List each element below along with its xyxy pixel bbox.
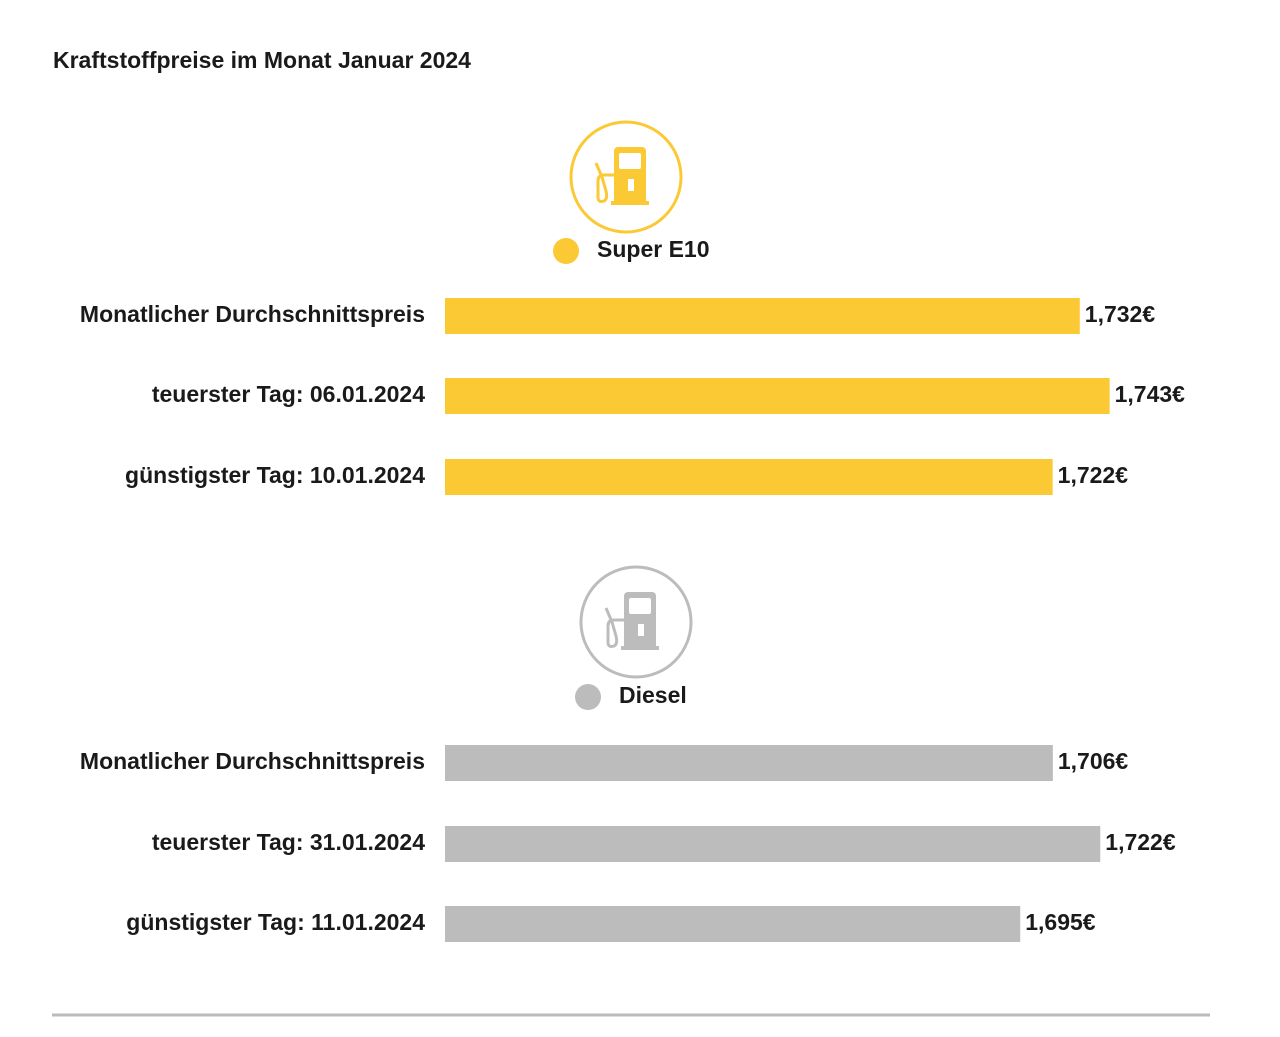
fuel-icon: [579, 565, 693, 679]
icon-slot: [628, 179, 634, 191]
value-label: 1,743€: [1115, 381, 1186, 407]
legend-swatch: [575, 684, 601, 710]
value-label: 1,695€: [1025, 909, 1096, 935]
icon-hose: [594, 162, 614, 203]
icon-hose: [604, 607, 624, 648]
icon-base: [611, 201, 649, 205]
bar: [445, 378, 1110, 414]
category-label: günstigster Tag: 11.01.2024: [126, 909, 425, 935]
icon-window: [629, 598, 651, 614]
legend-label: Diesel: [619, 682, 687, 708]
category-label: teuerster Tag: 31.01.2024: [152, 829, 425, 855]
category-label: günstigster Tag: 10.01.2024: [125, 462, 425, 488]
icon-ring: [579, 565, 693, 679]
legend-label: Super E10: [597, 236, 710, 262]
value-label: 1,732€: [1085, 301, 1156, 327]
icon-slot: [638, 624, 644, 636]
bar: [445, 826, 1101, 862]
value-label: 1,722€: [1105, 829, 1176, 855]
value-label: 1,722€: [1058, 462, 1129, 488]
page-title: Kraftstoffpreise im Monat Januar 2024: [53, 47, 471, 73]
bar: [445, 298, 1080, 334]
legend-swatch: [553, 238, 579, 264]
category-label: Monatlicher Durchschnittspreis: [80, 748, 425, 774]
bar: [445, 459, 1053, 495]
category-label: teuerster Tag: 06.01.2024: [152, 381, 425, 407]
fuel-icon: [569, 120, 683, 234]
icon-window: [619, 153, 641, 169]
category-label: Monatlicher Durchschnittspreis: [80, 301, 425, 327]
value-label: 1,706€: [1058, 748, 1129, 774]
bar: [445, 745, 1053, 781]
bar: [445, 906, 1021, 942]
icon-ring: [569, 120, 683, 234]
icon-base: [621, 646, 659, 650]
